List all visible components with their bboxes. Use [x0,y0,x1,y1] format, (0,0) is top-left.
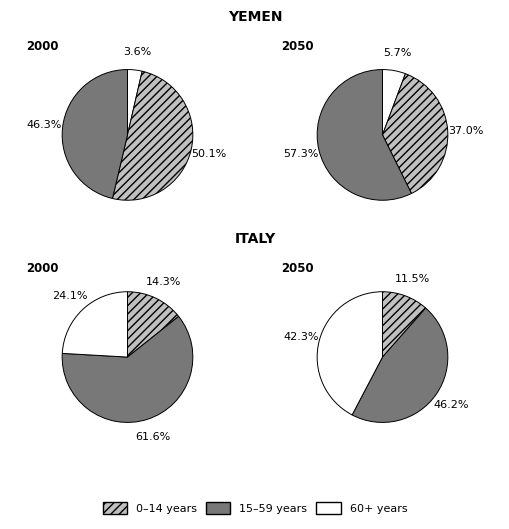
Wedge shape [317,69,411,200]
Text: 5.7%: 5.7% [382,48,411,58]
Text: YEMEN: YEMEN [228,10,281,24]
Text: 14.3%: 14.3% [146,277,181,287]
Text: 11.5%: 11.5% [393,274,429,284]
Text: 42.3%: 42.3% [283,332,319,342]
Text: 3.6%: 3.6% [123,47,151,57]
Wedge shape [62,316,192,423]
Wedge shape [351,308,447,423]
Wedge shape [62,291,127,357]
Text: 57.3%: 57.3% [283,149,318,159]
Legend: 0–14 years, 15–59 years, 60+ years: 0–14 years, 15–59 years, 60+ years [98,498,411,518]
Text: 2000: 2000 [26,40,59,53]
Text: 46.3%: 46.3% [26,120,62,130]
Wedge shape [382,69,405,135]
Text: 61.6%: 61.6% [135,432,170,442]
Text: 24.1%: 24.1% [52,291,88,302]
Wedge shape [382,291,425,357]
Text: ITALY: ITALY [234,232,275,246]
Text: 50.1%: 50.1% [191,149,226,159]
Text: 46.2%: 46.2% [433,399,468,409]
Wedge shape [112,71,192,200]
Wedge shape [62,69,127,198]
Wedge shape [127,291,178,357]
Text: 2050: 2050 [280,262,313,275]
Wedge shape [317,291,382,415]
Text: 2050: 2050 [280,40,313,53]
Text: 37.0%: 37.0% [447,126,483,136]
Text: 2000: 2000 [26,262,59,275]
Wedge shape [382,74,447,194]
Wedge shape [127,69,142,135]
